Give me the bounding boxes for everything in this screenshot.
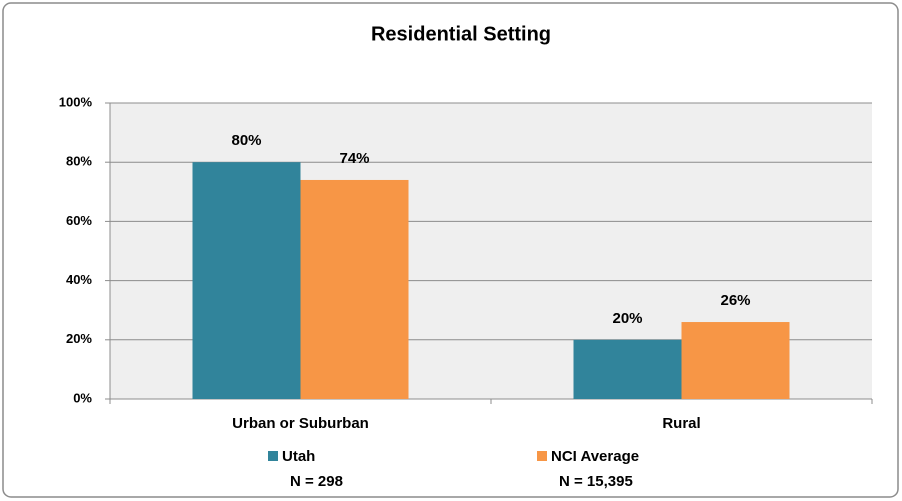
bar	[192, 162, 301, 399]
legend-swatch	[537, 451, 547, 461]
y-tick-label: 0%	[73, 390, 92, 405]
x-tick-label: Rural	[662, 415, 700, 432]
bar	[300, 179, 409, 399]
value-label: 74%	[339, 150, 369, 167]
x-tick-label: Urban or Suburban	[232, 415, 369, 432]
y-tick-label: 100%	[59, 94, 93, 109]
value-label: 26%	[720, 292, 750, 309]
y-tick-label: 80%	[66, 154, 92, 169]
y-tick-label: 40%	[66, 272, 92, 287]
y-tick-label: 20%	[66, 331, 92, 346]
value-label: 20%	[612, 310, 642, 327]
y-tick-label: 60%	[66, 213, 92, 228]
legend-sample: N = 298	[290, 473, 343, 490]
bar	[681, 322, 790, 399]
bar	[573, 339, 682, 399]
value-label: 80%	[231, 132, 261, 149]
chart-title: Residential Setting	[371, 23, 551, 45]
legend-swatch	[268, 451, 278, 461]
legend-label: NCI Average	[551, 448, 639, 465]
legend-sample: N = 15,395	[559, 473, 633, 490]
legend-label: Utah	[282, 448, 315, 465]
